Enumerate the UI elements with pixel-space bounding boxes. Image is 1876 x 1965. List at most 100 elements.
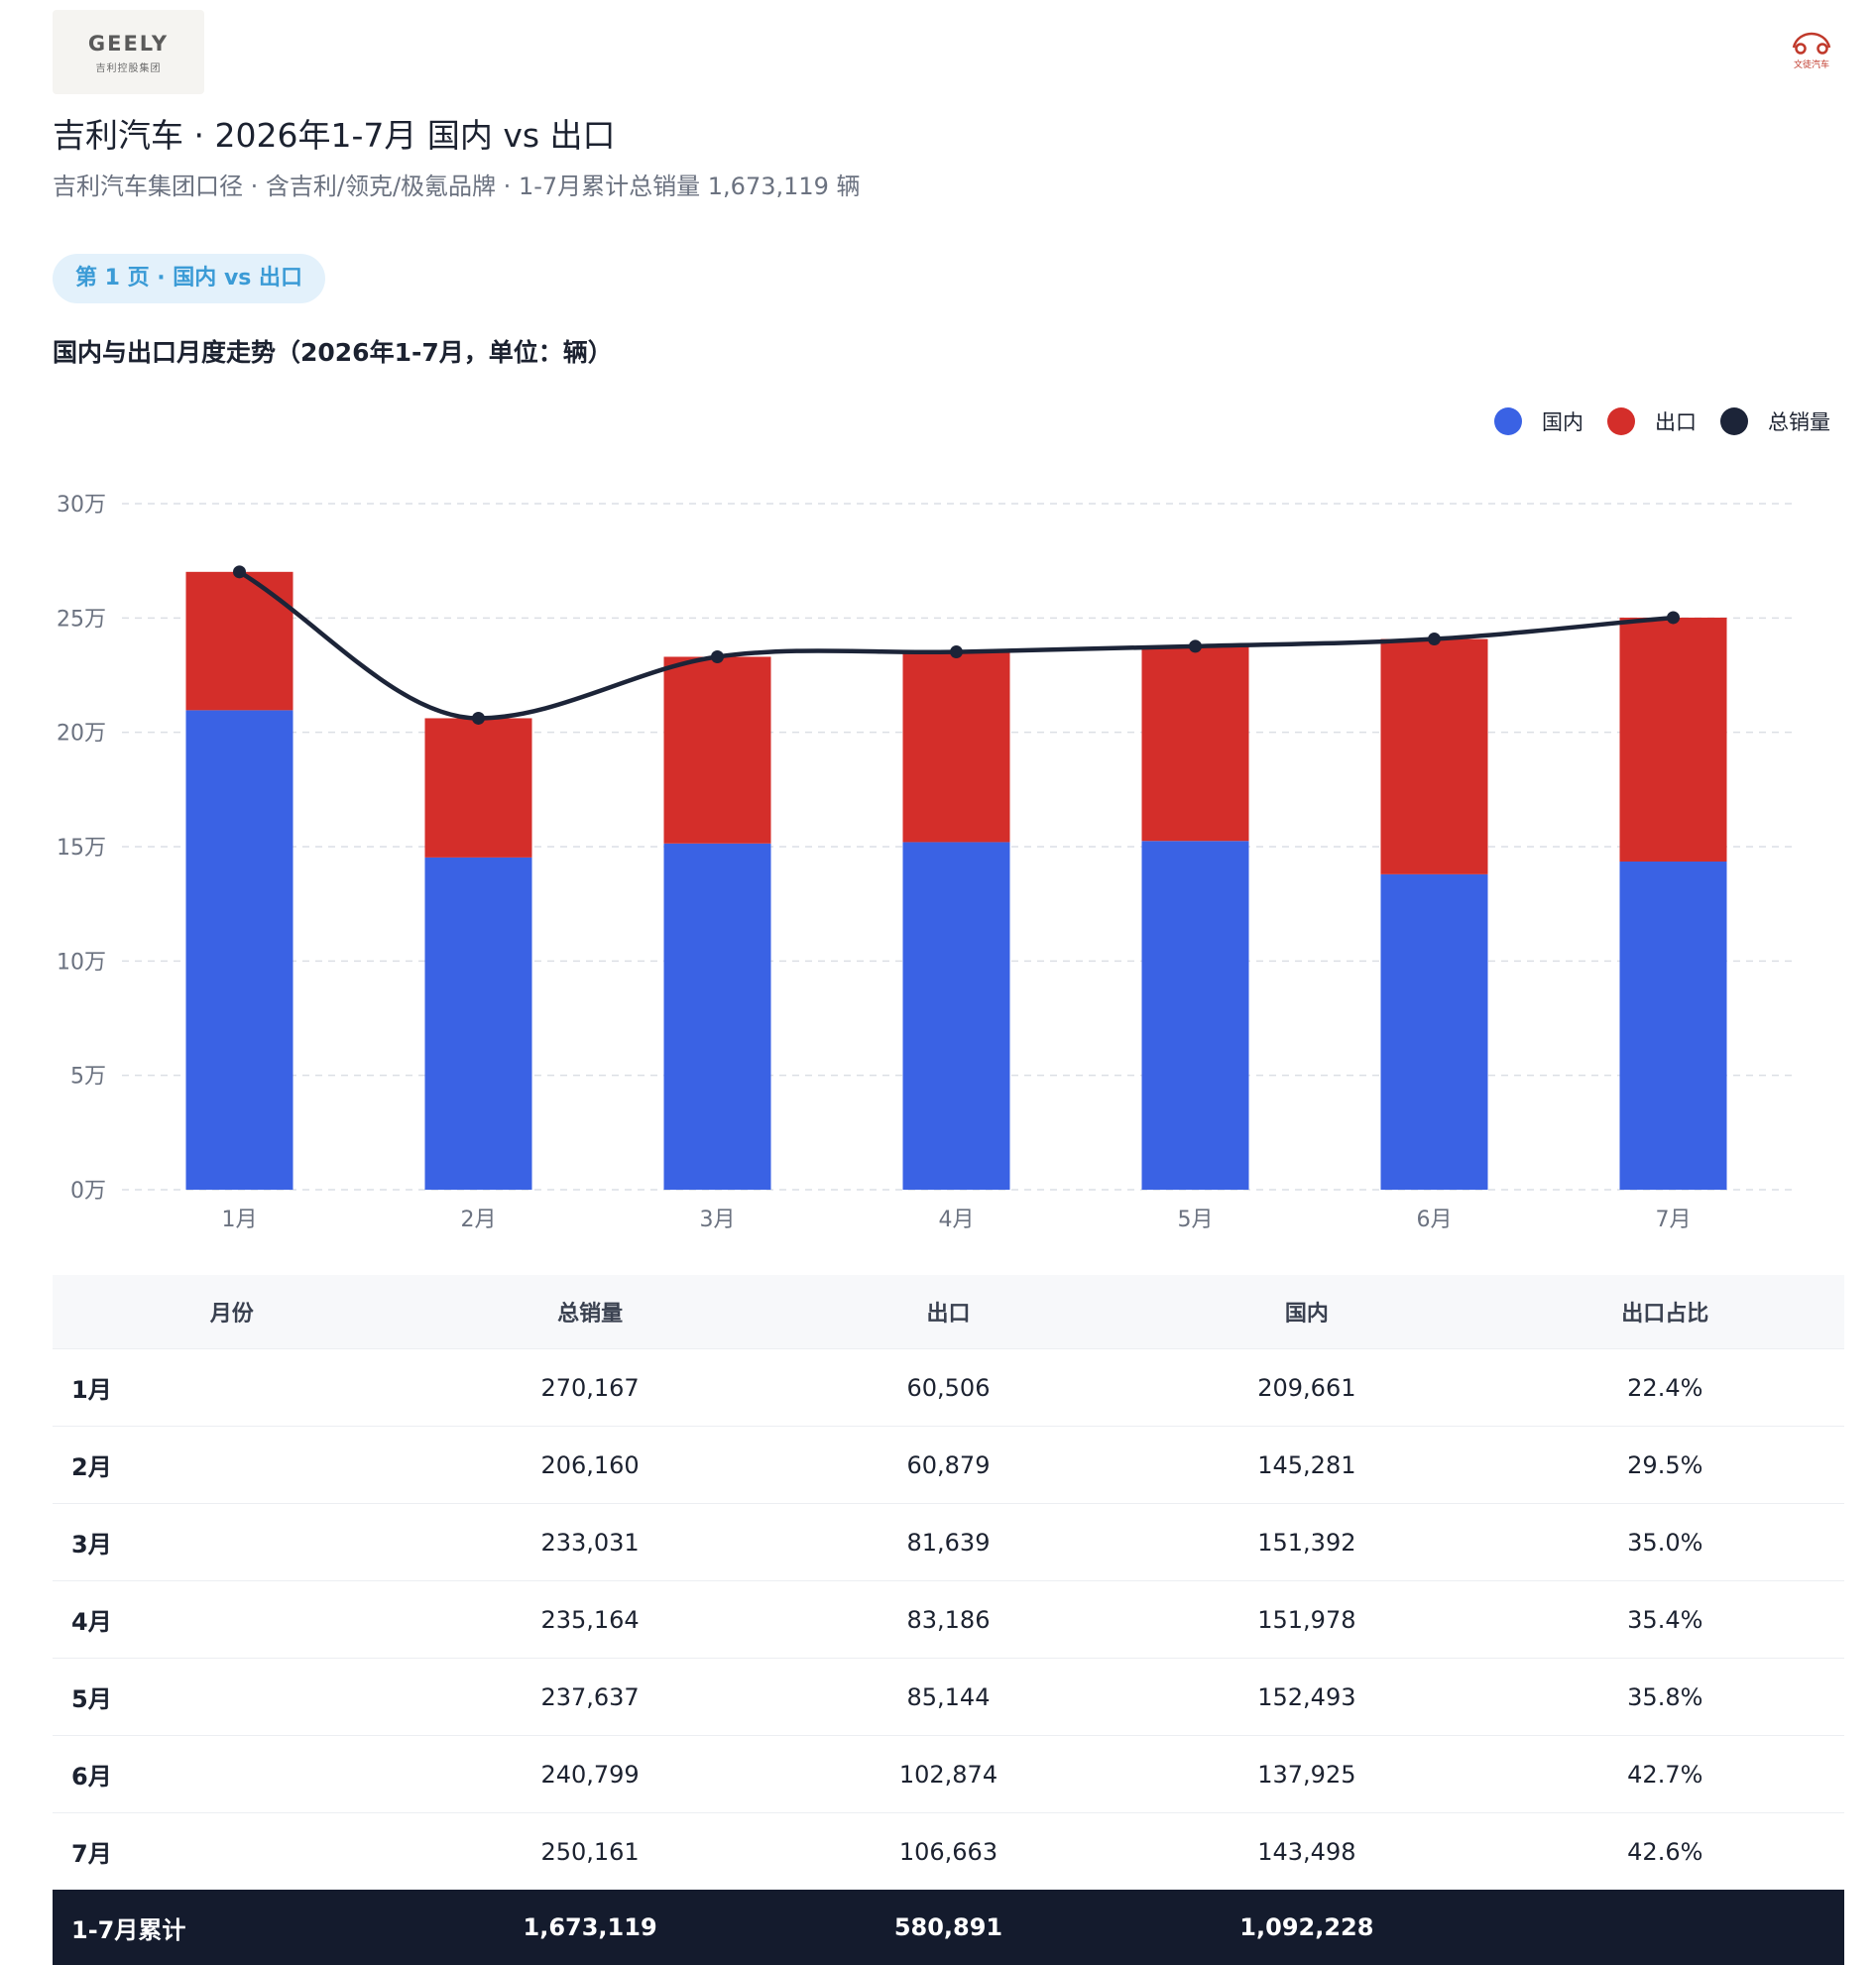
source-logo: 文徒汽车	[1777, 28, 1846, 75]
cell-domestic: 143,498	[1127, 1812, 1486, 1890]
table-row: 5月 237,637 85,144 152,493 35.8%	[53, 1658, 1844, 1736]
bar-export	[185, 571, 293, 711]
total-sales-point	[233, 565, 246, 579]
y-tick-label: 15万	[57, 836, 106, 861]
table-row: 2月 206,160 60,879 145,281 29.5%	[53, 1426, 1844, 1504]
cell-domestic: 137,925	[1127, 1735, 1486, 1813]
table-row: 4月 235,164 83,186 151,978 35.4%	[53, 1580, 1844, 1659]
total-sales-point	[950, 645, 963, 659]
y-tick-label: 5万	[70, 1065, 106, 1090]
legend-label-total: 总销量	[1768, 410, 1830, 434]
y-tick-label: 20万	[57, 722, 106, 747]
cell-export-share: 42.6%	[1485, 1812, 1844, 1890]
bar-domestic	[185, 710, 293, 1190]
y-tick-label: 10万	[57, 950, 106, 975]
cell-month: 7月	[53, 1812, 411, 1890]
bar-domestic	[1141, 841, 1249, 1190]
header-total: 总销量	[410, 1275, 769, 1349]
bar-export	[424, 718, 532, 858]
cell-month: 3月	[53, 1503, 411, 1581]
cell-export: 102,874	[768, 1735, 1128, 1813]
cell-export-share: 22.4%	[1485, 1348, 1844, 1427]
table-total-row: 1-7月累计 1,673,119 580,891 1,092,228	[53, 1890, 1844, 1965]
x-tick-label: 4月	[939, 1208, 975, 1232]
cell-total: 235,164	[410, 1580, 769, 1659]
header-month: 月份	[53, 1275, 411, 1349]
cell-month: 1月	[53, 1348, 411, 1427]
cell-export: 60,506	[768, 1348, 1128, 1427]
cell-month: 4月	[53, 1580, 411, 1659]
bar-domestic	[663, 843, 771, 1190]
cell-export: 60,879	[768, 1426, 1128, 1504]
cell-export-share: 35.4%	[1485, 1580, 1844, 1659]
total-label: 1-7月累计	[53, 1890, 411, 1965]
header-domestic: 国内	[1127, 1275, 1486, 1349]
total-domestic: 1,092,228	[1127, 1890, 1486, 1965]
sales-table-container: 月份 总销量 出口 国内 出口占比 1月 270,167 60,506 209,…	[53, 1275, 1844, 1965]
table-row: 3月 233,031 81,639 151,392 35.0%	[53, 1503, 1844, 1581]
legend-label-domestic: 国内	[1542, 410, 1583, 434]
y-tick-label: 30万	[57, 493, 106, 518]
bar-domestic	[1380, 873, 1488, 1190]
cell-total: 233,031	[410, 1503, 769, 1581]
header-export: 出口	[768, 1275, 1128, 1349]
total-sales-point	[1667, 611, 1680, 625]
bar-export	[1619, 617, 1727, 862]
cell-export: 106,663	[768, 1812, 1128, 1890]
cell-export: 85,144	[768, 1658, 1128, 1736]
x-tick-label: 5月	[1178, 1208, 1214, 1232]
legend-item-total[interactable]: 总销量	[1720, 406, 1830, 436]
cell-export-share: 35.0%	[1485, 1503, 1844, 1581]
bar-domestic	[902, 842, 1010, 1190]
table-row: 6月 240,799 102,874 137,925 42.7%	[53, 1735, 1844, 1813]
chart-legend: 国内 出口 总销量	[1470, 406, 1830, 436]
table-row: 7月 250,161 106,663 143,498 42.6%	[53, 1812, 1844, 1890]
geely-logo-wordmark: GEELY	[87, 32, 170, 56]
x-tick-label: 2月	[461, 1208, 497, 1232]
total-export: 580,891	[768, 1890, 1128, 1965]
source-logo-text: 文徒汽车	[1793, 60, 1829, 70]
geely-logo-subtext: 吉利控股集团	[95, 63, 162, 74]
x-tick-label: 7月	[1656, 1208, 1692, 1232]
total-sales: 1,673,119	[410, 1890, 769, 1965]
page-indicator-badge: 第 1 页 · 国内 vs 出口	[53, 254, 326, 303]
cell-month: 2月	[53, 1426, 411, 1504]
cell-month: 6月	[53, 1735, 411, 1813]
bar-domestic	[424, 857, 532, 1190]
chart-title: 国内与出口月度走势（2026年1-7月，单位：辆）	[53, 338, 613, 367]
cell-export-share: 29.5%	[1485, 1426, 1844, 1504]
table-row: 1月 270,167 60,506 209,661 22.4%	[53, 1348, 1844, 1427]
legend-label-export: 出口	[1655, 410, 1697, 434]
total-sales-point	[1189, 639, 1202, 653]
bar-export	[902, 651, 1010, 843]
total-sales-point	[711, 649, 724, 663]
legend-marker-total	[1720, 407, 1748, 435]
cell-month: 5月	[53, 1658, 411, 1736]
total-sales-point	[1428, 633, 1441, 646]
cell-total: 237,637	[410, 1658, 769, 1736]
cell-domestic: 151,392	[1127, 1503, 1486, 1581]
legend-item-export[interactable]: 出口	[1607, 406, 1697, 436]
cell-total: 206,160	[410, 1426, 769, 1504]
car-icon	[1792, 32, 1831, 55]
legend-marker-export	[1607, 407, 1635, 435]
x-tick-label: 3月	[700, 1208, 736, 1232]
legend-marker-domestic	[1494, 407, 1522, 435]
total-export-share	[1485, 1890, 1844, 1965]
cell-total: 240,799	[410, 1735, 769, 1813]
geely-logo: GEELY 吉利控股集团	[53, 10, 204, 94]
total-sales-point	[472, 711, 485, 725]
page-subtitle: 吉利汽车集团口径 · 含吉利/领克/极氪品牌 · 1-7月累计总销量 1,673…	[53, 173, 861, 200]
cell-domestic: 209,661	[1127, 1348, 1486, 1427]
header-export-share: 出口占比	[1485, 1275, 1844, 1349]
bar-domestic	[1619, 861, 1727, 1190]
table-header-row: 月份 总销量 出口 国内 出口占比	[53, 1275, 1844, 1349]
cell-export-share: 35.8%	[1485, 1658, 1844, 1736]
y-tick-label: 25万	[57, 607, 106, 632]
bar-export	[663, 656, 771, 844]
cell-export: 83,186	[768, 1580, 1128, 1659]
stacked-bar-line-chart: 0万 5万 10万 15万 20万 25万 30万 1月 2月 3月 4月 5月 6月 7月	[57, 493, 1795, 1232]
bar-export	[1141, 645, 1249, 842]
legend-item-domestic[interactable]: 国内	[1494, 406, 1583, 436]
cell-total: 270,167	[410, 1348, 769, 1427]
